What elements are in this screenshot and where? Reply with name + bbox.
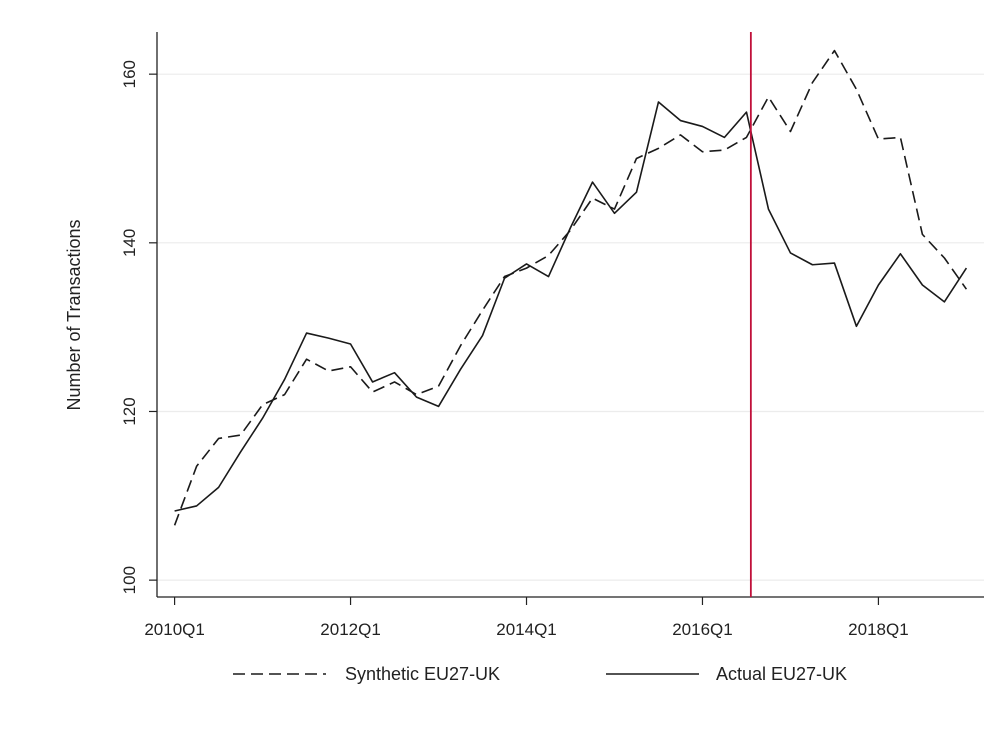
y-tick-label: 100 [120, 566, 139, 594]
legend-label-synthetic: Synthetic EU27-UK [345, 664, 500, 684]
gridlines [157, 73, 984, 581]
axes: 100 120 140 160 2010Q1 2012Q1 2014Q1 2016Q1 2018… [120, 32, 984, 639]
x-tick-label: 2010Q1 [144, 620, 205, 639]
series-line-synthetic [173, 49, 968, 526]
legend-label-actual: Actual EU27-UK [716, 664, 847, 684]
series-lines [173, 49, 968, 526]
x-tick-label: 2012Q1 [320, 620, 381, 639]
y-tick-label: 140 [120, 229, 139, 257]
x-tick-label: 2016Q1 [672, 620, 733, 639]
y-axis-title: Number of Transactions [64, 219, 84, 410]
x-tick-label: 2018Q1 [848, 620, 909, 639]
y-tick-label: 160 [120, 60, 139, 88]
series-line-actual [174, 101, 968, 512]
y-tick-label: 120 [120, 397, 139, 425]
x-tick-label: 2014Q1 [496, 620, 557, 639]
legend: Synthetic EU27-UK Actual EU27-UK [233, 664, 847, 684]
